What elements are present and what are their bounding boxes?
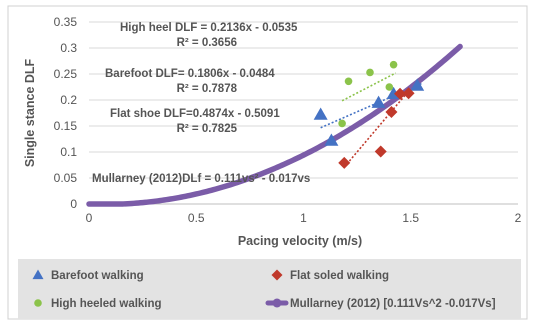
equation-label: R² = 0.7878	[177, 83, 238, 95]
data-point	[313, 107, 328, 120]
x-tick-label: 1.5	[402, 211, 419, 225]
y-tick-label: 0.1	[60, 145, 77, 159]
trendlines	[320, 72, 422, 168]
data-point	[338, 119, 346, 128]
y-tick-label: 0.3	[60, 41, 77, 55]
equation-label: Flat shoe DLF=0.4874x - 0.5091	[110, 108, 280, 120]
y-tick-label: 0.25	[54, 67, 78, 81]
data-point	[385, 105, 398, 118]
trendline	[343, 90, 410, 168]
y-tick-label: 0.2	[60, 93, 77, 107]
equation-label: Mullarney (2012)DLf = 0.111vs² - 0.017vs	[92, 173, 310, 185]
data-point	[366, 68, 374, 77]
data-point	[374, 145, 387, 158]
data-point	[389, 60, 398, 69]
equation-label: R² = 0.7825	[177, 123, 238, 135]
data-point	[402, 87, 415, 100]
x-tick-label: 2	[515, 211, 522, 225]
y-tick-label: 0.15	[54, 119, 78, 133]
y-axis-title: Single stance DLF	[23, 58, 37, 167]
x-tick-label: 0	[86, 211, 93, 225]
legend-swatch	[271, 269, 283, 281]
equation-label: R² = 0.3656	[177, 37, 237, 49]
legend-swatch	[34, 299, 42, 307]
gridlines	[89, 21, 518, 179]
legend-label: Flat soled walking	[290, 270, 389, 282]
data-point	[394, 87, 407, 100]
legend-label: Barefoot walking	[51, 270, 144, 282]
legend-label: Mullarney (2012) [0.111Vs^2 -0.017Vs]	[290, 298, 496, 310]
y-tick-label: 0.05	[54, 171, 78, 185]
equation-annotations: High heel DLF = 0.2136x - 0.0535 R² = 0.3…	[92, 22, 310, 185]
equation-label: Barefoot DLF= 0.1806x - 0.0484	[105, 68, 275, 80]
x-axis-title: Pacing velocity (m/s)	[238, 234, 362, 248]
axes: 0 0.05 0.1 0.15 0.2 0.25 0.3 0.35 0 0.5 1 1.5 2 Pacin…	[23, 15, 522, 248]
data-point	[410, 78, 425, 91]
x-tick-label: 1	[300, 211, 307, 225]
legend-box	[18, 259, 521, 319]
data-point	[371, 95, 386, 108]
data-point	[324, 133, 339, 146]
x-tick-label: 0.5	[188, 211, 205, 225]
y-tick-label: 0.35	[54, 15, 78, 29]
legend: Barefoot walking Flat soled walking High h…	[18, 259, 521, 319]
legend-swatch	[272, 298, 282, 308]
data-point	[385, 83, 394, 91]
data-point	[344, 77, 353, 86]
data-markers	[313, 60, 425, 169]
data-point	[338, 156, 351, 169]
equation-label: High heel DLF = 0.2136x - 0.0535	[120, 22, 298, 34]
legend-swatch	[32, 269, 44, 280]
legend-label: High heeled walking	[51, 298, 162, 310]
y-tick-label: 0	[70, 197, 77, 211]
